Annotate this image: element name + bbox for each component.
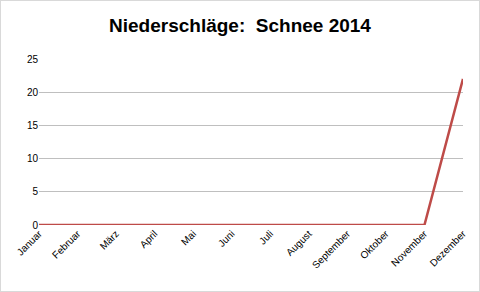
svg-text:September: September (310, 228, 353, 271)
svg-text:15: 15 (27, 120, 39, 131)
svg-text:25: 25 (27, 54, 39, 65)
svg-text:November: November (389, 228, 430, 269)
svg-text:5: 5 (32, 186, 38, 197)
svg-text:Mai: Mai (179, 228, 198, 247)
svg-text:Januar: Januar (15, 228, 45, 258)
svg-text:Juli: Juli (257, 228, 275, 246)
svg-text:10: 10 (27, 153, 39, 164)
svg-text:April: April (138, 228, 160, 250)
svg-text:Dezember: Dezember (428, 228, 469, 269)
svg-text:Februar: Februar (50, 228, 83, 261)
svg-text:Niederschläge: Schnee 2014: Niederschläge: Schnee 2014 (109, 15, 371, 36)
svg-text:Oktober: Oktober (358, 228, 391, 261)
svg-text:März: März (98, 228, 122, 252)
svg-text:August: August (284, 228, 314, 258)
svg-text:Juni: Juni (216, 228, 237, 249)
svg-text:0: 0 (32, 220, 38, 231)
svg-text:20: 20 (27, 87, 39, 98)
